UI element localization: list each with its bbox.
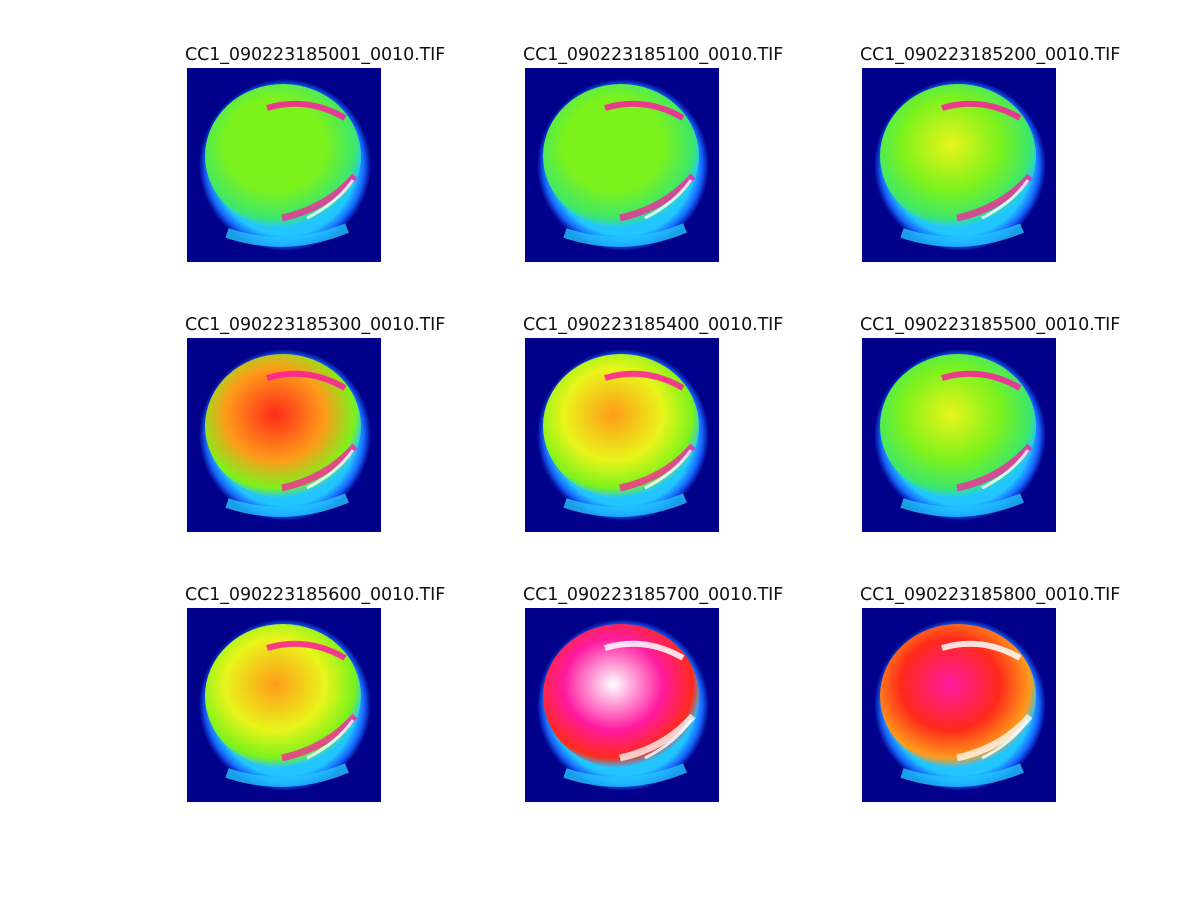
- sky-image: [525, 608, 719, 802]
- panel-title: CC1_090223185200_0010.TIF: [860, 45, 1121, 65]
- panel-title: CC1_090223185600_0010.TIF: [185, 585, 446, 605]
- image-panel-5: CC1_090223185400_0010.TIF: [523, 315, 785, 555]
- sky-image: [187, 608, 381, 802]
- image-panel-8: CC1_090223185700_0010.TIF: [523, 585, 785, 825]
- panel-title: CC1_090223185300_0010.TIF: [185, 315, 446, 335]
- sky-image: [862, 338, 1056, 532]
- sky-image: [862, 68, 1056, 262]
- sky-image: [525, 68, 719, 262]
- image-panel-6: CC1_090223185500_0010.TIF: [860, 315, 1122, 555]
- panel-title: CC1_090223185700_0010.TIF: [523, 585, 784, 605]
- image-panel-4: CC1_090223185300_0010.TIF: [185, 315, 447, 555]
- image-panel-3: CC1_090223185200_0010.TIF: [860, 45, 1122, 285]
- image-panel-1: CC1_090223185001_0010.TIF: [185, 45, 447, 285]
- sky-image: [525, 338, 719, 532]
- panel-title: CC1_090223185500_0010.TIF: [860, 315, 1121, 335]
- panel-title: CC1_090223185001_0010.TIF: [185, 45, 446, 65]
- image-panel-9: CC1_090223185800_0010.TIF: [860, 585, 1122, 825]
- sky-image: [862, 608, 1056, 802]
- panel-title: CC1_090223185400_0010.TIF: [523, 315, 784, 335]
- sky-image: [187, 68, 381, 262]
- image-panel-7: CC1_090223185600_0010.TIF: [185, 585, 447, 825]
- sky-image: [187, 338, 381, 532]
- image-panel-2: CC1_090223185100_0010.TIF: [523, 45, 785, 285]
- panel-title: CC1_090223185800_0010.TIF: [860, 585, 1121, 605]
- panel-title: CC1_090223185100_0010.TIF: [523, 45, 784, 65]
